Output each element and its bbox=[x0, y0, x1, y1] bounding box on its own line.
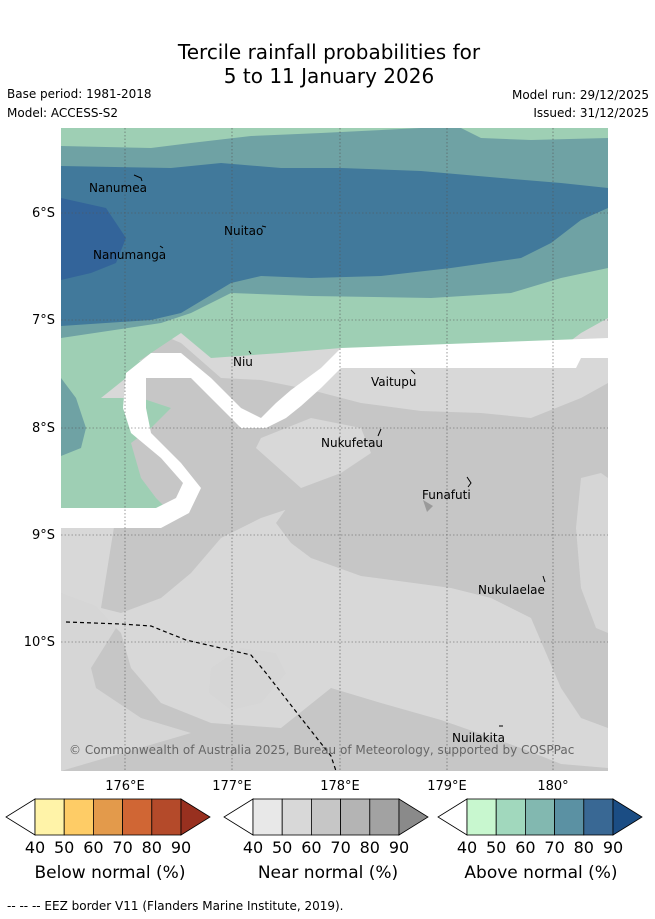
cb-tick-90: 90 bbox=[388, 838, 410, 857]
cb-below-top-end bbox=[180, 798, 211, 836]
island-niu-shape bbox=[248, 350, 252, 355]
cb-cell-3 bbox=[122, 798, 153, 836]
label-nukulaelae: Nukulaelae bbox=[478, 583, 545, 597]
cb-tick-40: 40 bbox=[24, 838, 46, 857]
label-nukufetau: Nukufetau bbox=[321, 436, 383, 450]
copyright-notice: © Commonwealth of Australia 2025, Bureau… bbox=[69, 743, 574, 757]
label-nuitao: Nuitao bbox=[224, 224, 263, 238]
cb-cell-2 bbox=[525, 798, 556, 836]
cb-cell-4 bbox=[369, 798, 400, 836]
cb-above-top-end bbox=[612, 798, 643, 836]
cb-cell-3 bbox=[340, 798, 371, 836]
near-normal-band-left bbox=[61, 593, 191, 771]
lat-label-7s: 7°S bbox=[31, 313, 55, 328]
cb-tick-70: 70 bbox=[112, 838, 133, 857]
cb-below-cells bbox=[34, 798, 182, 836]
cb-cell-1 bbox=[495, 798, 526, 836]
island-nukufetau-shape bbox=[377, 428, 382, 437]
lat-label-8s: 8°S bbox=[31, 421, 55, 436]
eez-border-line bbox=[65, 621, 337, 771]
cb-below-white-end bbox=[5, 798, 36, 836]
cb-tick-80: 80 bbox=[359, 838, 380, 857]
map-title-line1: Tercile rainfall probabilities for bbox=[177, 40, 481, 64]
cb-tick-50: 50 bbox=[54, 838, 75, 857]
cb-cell-0 bbox=[252, 798, 283, 836]
cb-tick-60: 60 bbox=[301, 838, 322, 857]
island-nuitao-shape bbox=[261, 225, 267, 228]
above-normal-70-region bbox=[61, 198, 126, 280]
above-normal-60-region bbox=[61, 163, 608, 326]
label-funafuti: Funafuti bbox=[422, 488, 471, 502]
lon-label-178e: 178°E bbox=[320, 779, 360, 794]
cb-tick-40: 40 bbox=[456, 838, 478, 857]
probability-map: Nanumea Nuitao Nanumanga Niu Vaitupu Nuk… bbox=[61, 128, 608, 771]
cb-tick-50: 50 bbox=[272, 838, 293, 857]
lat-label-10s: 10°S bbox=[23, 635, 55, 650]
island-nanumea-shape bbox=[133, 174, 143, 182]
cb-below-label: Below normal (%) bbox=[34, 863, 186, 883]
cb-near-top-end bbox=[398, 798, 429, 836]
cb-tick-70: 70 bbox=[544, 838, 565, 857]
cb-cell-4 bbox=[583, 798, 614, 836]
cb-cell-0 bbox=[466, 798, 497, 836]
cb-above-cells bbox=[466, 798, 614, 836]
colorbar-below-normal bbox=[5, 798, 211, 836]
label-nanumea: Nanumea bbox=[89, 181, 147, 195]
near-normal-right-band bbox=[576, 473, 608, 633]
island-nanumanga-shape bbox=[159, 245, 164, 249]
near-normal-light-pocket bbox=[209, 648, 286, 710]
label-nuilakita: Nuilakita bbox=[452, 731, 505, 745]
model-run-date: Model run: 29/12/2025 bbox=[511, 88, 649, 102]
cb-near-white-end bbox=[223, 798, 254, 836]
cb-tick-90: 90 bbox=[602, 838, 624, 857]
place-labels: Nanumea Nuitao Nanumanga Niu Vaitupu Nuk… bbox=[89, 181, 545, 745]
label-vaitupu: Vaitupu bbox=[371, 375, 417, 389]
above-normal-50-left-lobe bbox=[61, 378, 86, 456]
cb-cell-1 bbox=[63, 798, 94, 836]
near-normal-50-region bbox=[61, 328, 608, 771]
lat-label-9s: 9°S bbox=[31, 528, 55, 543]
eez-footnote: -- -- -- EEZ border V11 (Flanders Marine… bbox=[7, 899, 344, 913]
cb-cell-4 bbox=[151, 798, 182, 836]
colorbar-above-normal bbox=[437, 798, 643, 836]
island-funafuti-patch bbox=[423, 500, 433, 512]
cb-cell-1 bbox=[281, 798, 312, 836]
cb-tick-40: 40 bbox=[242, 838, 264, 857]
cb-cell-2 bbox=[93, 798, 124, 836]
cb-tick-90: 90 bbox=[170, 838, 192, 857]
cb-near-cells bbox=[252, 798, 400, 836]
label-niu: Niu bbox=[233, 355, 253, 369]
lon-label-180: 180° bbox=[537, 779, 569, 794]
cb-cell-0 bbox=[34, 798, 65, 836]
island-funafuti-shape bbox=[466, 476, 472, 488]
cb-cell-3 bbox=[554, 798, 585, 836]
lon-label-179e: 179°E bbox=[427, 779, 467, 794]
cb-above-white-end bbox=[437, 798, 468, 836]
cb-tick-60: 60 bbox=[515, 838, 536, 857]
cb-cell-2 bbox=[311, 798, 342, 836]
islands bbox=[133, 174, 546, 727]
cb-tick-60: 60 bbox=[83, 838, 104, 857]
base-period: Base period: 1981-2018 bbox=[7, 87, 152, 101]
cb-tick-80: 80 bbox=[573, 838, 594, 857]
model-name: Model: ACCESS-S2 bbox=[7, 106, 119, 120]
lon-label-177e: 177°E bbox=[212, 779, 252, 794]
lat-label-6s: 6°S bbox=[31, 206, 55, 221]
lon-label-176e: 176°E bbox=[105, 779, 145, 794]
cb-tick-70: 70 bbox=[330, 838, 351, 857]
cb-above-label: Above normal (%) bbox=[464, 863, 618, 883]
issued-date: Issued: 31/12/2025 bbox=[533, 106, 649, 120]
colorbar-near-normal bbox=[223, 798, 429, 836]
island-vaitupu-shape bbox=[410, 369, 416, 375]
cb-tick-80: 80 bbox=[141, 838, 162, 857]
label-nanumanga: Nanumanga bbox=[93, 248, 166, 262]
gridlines bbox=[61, 128, 608, 771]
island-nukulaelae-shape bbox=[542, 575, 546, 583]
map-title-line2: 5 to 11 January 2026 bbox=[223, 64, 435, 88]
cb-near-label: Near normal (%) bbox=[257, 863, 399, 883]
cb-tick-50: 50 bbox=[486, 838, 507, 857]
